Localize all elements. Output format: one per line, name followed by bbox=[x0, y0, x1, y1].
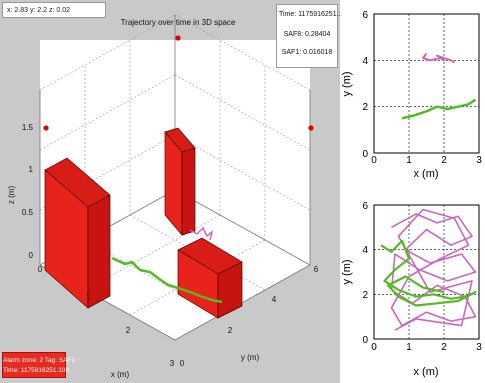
saf1-readout: SAF1: 0.016018 bbox=[281, 49, 333, 56]
alarm-zone-text: Alarm zone: 2 Tag: SAF1 bbox=[3, 357, 76, 364]
sensor-marker bbox=[175, 35, 181, 41]
right-panel bbox=[340, 0, 485, 383]
plot-title: Trajectory over time in 3D space bbox=[121, 18, 236, 27]
y-axis-label: y (m) bbox=[241, 353, 260, 362]
trajectory-3d-canvas: Trajectory over time in 3D space 1.5 1 0… bbox=[7, 14, 319, 379]
y-tick-label: 2 bbox=[228, 326, 233, 335]
z-tick-label: 1 bbox=[29, 165, 34, 174]
z-tick-label: 1.5 bbox=[22, 123, 34, 132]
time-readout: Time: 1175916251.108 bbox=[279, 11, 351, 18]
pink-trajectory-3d bbox=[189, 226, 214, 241]
y-tick-label: 4 bbox=[272, 295, 277, 304]
y-tick-label: 6 bbox=[314, 265, 319, 274]
green-trajectory-3d bbox=[111, 256, 223, 304]
x-tick-label: 2 bbox=[126, 326, 131, 335]
x-tick-label: 0 bbox=[38, 265, 43, 274]
y-tick-label: 0 bbox=[180, 359, 185, 368]
coordinate-readout: x: 2.83 y: 2.2 z: 0.02 bbox=[2, 2, 106, 18]
x-tick-label: 1 bbox=[86, 293, 91, 302]
x-tick-label: 3 bbox=[170, 359, 175, 368]
obstacle-left bbox=[44, 157, 111, 309]
alarm-indicator: Alarm zone: 2 Tag: SAF1 Time: 1175916251… bbox=[2, 352, 76, 378]
z-tick-label: 0.5 bbox=[22, 208, 34, 217]
saf8-readout: SAF8: 0.28404 bbox=[283, 31, 331, 38]
z-axis-label: z (m) bbox=[7, 186, 16, 205]
sensor-marker bbox=[308, 125, 314, 131]
info-panel: Time: 1175916251.108 SAF8: 0.28404 SAF1:… bbox=[276, 4, 351, 68]
trajectory-3d-panel[interactable]: Trajectory over time in 3D space 1.5 1 0… bbox=[0, 0, 351, 383]
alarm-time-text: Time: 1175916251.108 bbox=[3, 367, 70, 374]
obstacle-front bbox=[177, 237, 243, 319]
z-tick-label: 0 bbox=[29, 251, 34, 260]
sensor-marker bbox=[43, 125, 49, 131]
obstacle-back bbox=[164, 127, 196, 236]
x-axis-label: x (m) bbox=[111, 370, 130, 379]
